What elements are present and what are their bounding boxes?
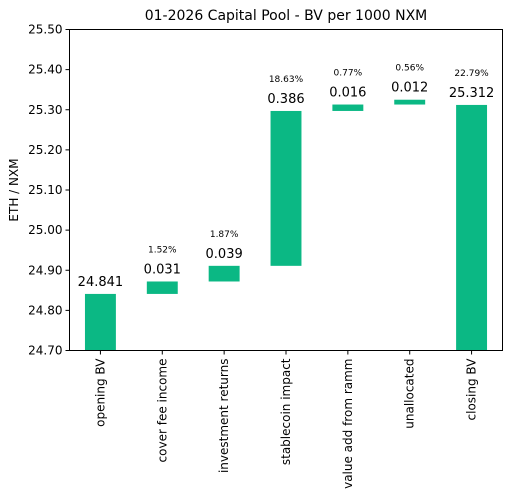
- y-axis-ticks: 24.70 24.80 24.90 25.00 25.10 25.20 25.30 25.40…: [28, 23, 70, 358]
- y-tick-label: 25.50: [28, 23, 62, 37]
- value-label-closing-bv: 25.312: [449, 86, 495, 101]
- value-label-opening-bv: 24.841: [78, 275, 124, 290]
- value-label-value-add-from-ramm: 0.016: [329, 86, 366, 101]
- x-tick-label: opening BV: [93, 358, 107, 427]
- y-tick-label: 25.20: [28, 143, 62, 157]
- bars-group: 24.841 0.031 1.52% 0.039 1.87% 0.386 18.63% 0.0…: [78, 64, 495, 351]
- y-tick-label: 24.80: [28, 303, 62, 317]
- bar-unallocated: [394, 99, 426, 105]
- value-label-stablecoin-impact: 0.386: [267, 92, 304, 107]
- value-label-cover-fee-income: 0.031: [144, 262, 181, 277]
- chart-title: 01-2026 Capital Pool - BV per 1000 NXM: [145, 8, 428, 24]
- percent-label-cover-fee-income: 1.52%: [148, 245, 177, 255]
- x-tick-label: investment returns: [217, 359, 231, 474]
- bar-investment-returns: [208, 265, 240, 282]
- y-tick-label: 24.70: [28, 344, 62, 358]
- x-tick-label: closing BV: [465, 358, 479, 421]
- x-axis-ticks: opening BV cover fee income investment ret…: [93, 350, 479, 489]
- bar-closing-bv: [456, 104, 488, 351]
- percent-label-stablecoin-impact: 18.63%: [269, 75, 304, 85]
- x-tick-label: cover fee income: [155, 359, 169, 463]
- percent-label-value-add-from-ramm: 0.77%: [334, 69, 363, 79]
- percent-label-investment-returns: 1.87%: [210, 230, 239, 240]
- value-label-unallocated: 0.012: [391, 81, 428, 96]
- bar-value-add-from-ramm: [332, 104, 364, 111]
- y-tick-label: 25.30: [28, 103, 62, 117]
- y-tick-label: 25.40: [28, 63, 62, 77]
- y-tick-label: 25.10: [28, 183, 62, 197]
- percent-label-unallocated: 0.56%: [395, 64, 424, 74]
- plot-frame: [69, 29, 503, 351]
- bar-cover-fee-income: [146, 281, 178, 294]
- y-tick-label: 24.90: [28, 263, 62, 277]
- y-tick-label: 25.00: [28, 223, 62, 237]
- percent-label-closing-bv: 22.79%: [454, 69, 489, 79]
- bar-opening-bv: [84, 293, 116, 351]
- x-tick-label: unallocated: [403, 359, 417, 429]
- y-axis-label: ETH / NXM: [7, 158, 21, 221]
- x-tick-label: value add from ramm: [341, 359, 355, 489]
- bar-stablecoin-impact: [270, 110, 302, 266]
- x-tick-label: stablecoin impact: [279, 358, 293, 465]
- value-label-investment-returns: 0.039: [206, 247, 243, 262]
